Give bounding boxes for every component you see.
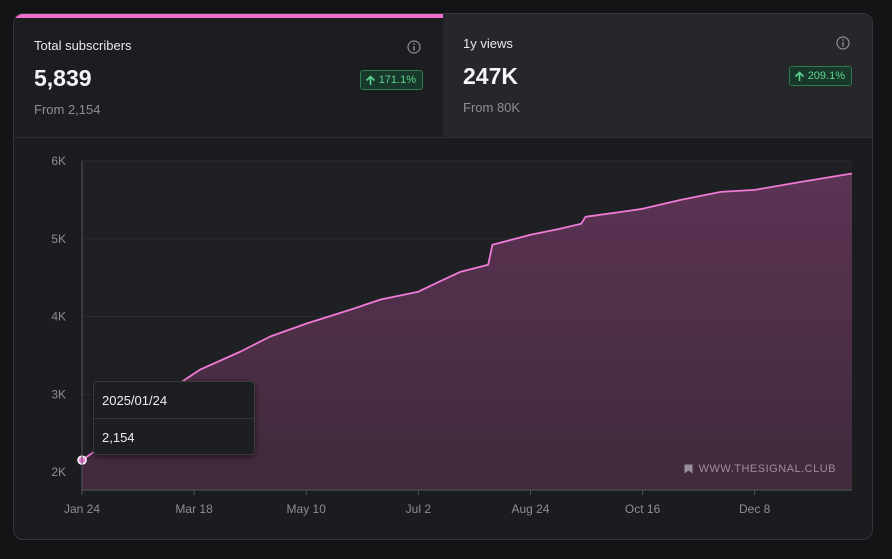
arrow-up [794, 70, 804, 81]
tooltip-date: 2025/01/24 [94, 382, 254, 419]
y-tick-label: 2K [51, 465, 66, 479]
x-tick-label: May 10 [287, 502, 327, 516]
card-from: From 80K [463, 100, 521, 115]
card-from: From 2,154 [34, 102, 101, 117]
arrow-up [365, 74, 375, 85]
card-value: 247K [463, 63, 518, 89]
line [81, 172, 853, 461]
x-tick-label: Aug 24 [511, 502, 549, 516]
y-tick-label: 4K [51, 310, 66, 324]
card-title: Total subscribers [34, 38, 132, 53]
stat-card: Total subscribers 5,839 From 2,154 171.1… [14, 14, 443, 138]
stat-card: 1y views 247K From 80K 209.1% [443, 14, 872, 138]
y-tick-label: 3K [51, 387, 66, 401]
watermark-text: WWW.THESIGNAL.CLUB [698, 463, 836, 475]
dashboard: Total subscribers 5,839 From 2,154 171.1… [13, 13, 873, 540]
x-tick-label: Jul 2 [406, 502, 432, 516]
area [82, 173, 852, 490]
info-icon[interactable] [407, 40, 421, 54]
change-badge: 209.1% [788, 66, 852, 86]
change-text: 171.1% [378, 74, 416, 86]
x-tick-label: Dec 8 [739, 502, 771, 516]
y-tick-label: 6K [51, 154, 66, 168]
change-badge: 171.1% [359, 70, 423, 90]
bookmark-icon [684, 464, 693, 474]
card-title: 1y views [463, 36, 513, 51]
chart: 2K 3K 4K 5K 6K Jan 24 Mar 18 May 10 Jul 2 Aug 24 O… [51, 154, 853, 516]
watermark: WWW.THESIGNAL.CLUB [684, 463, 836, 475]
tooltip-value: 2,154 [102, 430, 135, 445]
y-tick-label: 5K [51, 232, 66, 246]
card-value: 5,839 [34, 65, 92, 91]
x-tick-label: Oct 16 [625, 502, 661, 516]
info-icon[interactable] [836, 36, 850, 50]
change-text: 209.1% [807, 70, 845, 82]
x-tick-label: Jan 24 [64, 502, 100, 516]
x-tick-label: Mar 18 [175, 502, 213, 516]
tooltip: 2025/01/24 2,154 [93, 381, 255, 455]
